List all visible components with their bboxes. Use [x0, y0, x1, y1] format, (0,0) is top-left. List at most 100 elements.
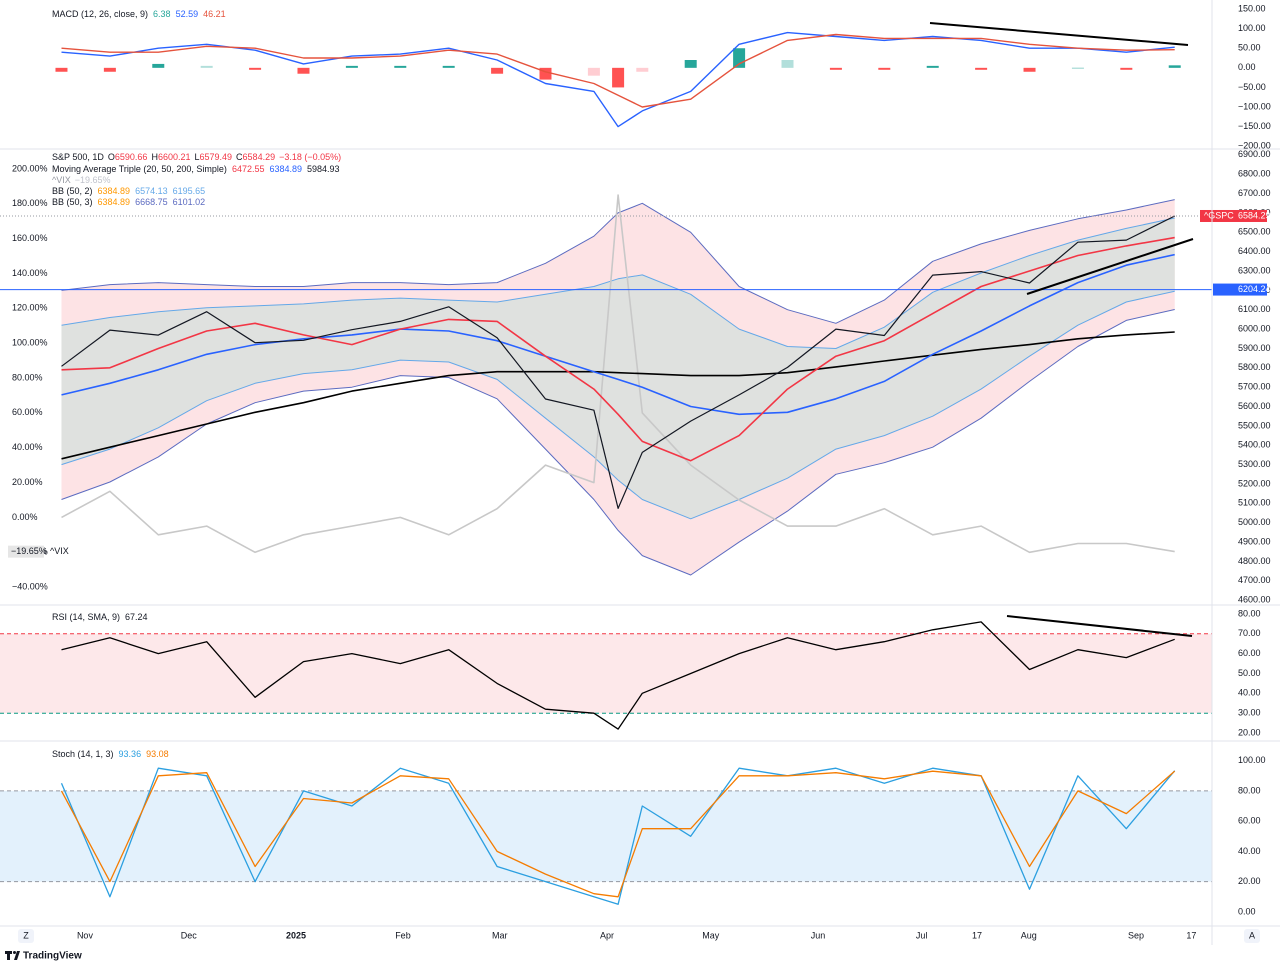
logo-part [13, 951, 16, 954]
legend-value: 6472.55 [232, 164, 265, 174]
y-tick-label: −100.00 [1238, 101, 1271, 111]
legend-title: RSI (14, SMA, 9) [52, 612, 120, 622]
legend-value: 5984.93 [307, 164, 340, 174]
legend-value: 6101.02 [173, 197, 206, 207]
x-tick-label: Feb [395, 930, 411, 940]
histogram-bar [975, 67, 988, 70]
y-tick-label: 70.00 [1238, 628, 1261, 638]
legend-value: 46.21 [203, 9, 226, 19]
legend-title: S&P 500, 1D [52, 152, 104, 162]
legend-value: 6384.89 [98, 186, 131, 196]
y2-tick-label: 40.00% [12, 442, 43, 452]
y2-tick-label: 80.00% [12, 372, 43, 382]
y-tick-label: 50.00 [1238, 43, 1261, 53]
y-tick-label: 4700.00 [1238, 575, 1271, 585]
trendline [1006, 615, 1193, 637]
y2-tick-label: 140.00% [12, 268, 48, 278]
y2-tick-label: 120.00% [12, 303, 48, 313]
y-tick-label: 6400.00 [1238, 246, 1271, 256]
legend-title: Moving Average Triple (20, 50, 200, Simp… [52, 164, 227, 174]
auto-button[interactable] [1244, 929, 1260, 943]
legend-value: 52.59 [176, 9, 199, 19]
x-tick-label: 2025 [286, 930, 306, 940]
histogram-bar [636, 67, 649, 72]
y2-tick-label: 200.00% [12, 163, 48, 173]
legend-change: −3.18 (−0.05%) [279, 152, 341, 162]
logo-part [14, 951, 20, 960]
legend-value: 6668.75 [135, 197, 168, 207]
y-tick-label: 6800.00 [1238, 169, 1271, 179]
trendline [1026, 238, 1194, 295]
histogram-bar [442, 65, 455, 68]
auto-label: A [1249, 930, 1255, 940]
brand-logo [5, 951, 20, 960]
histogram-bar [926, 65, 939, 68]
histogram-bar [733, 48, 746, 68]
y-tick-label: 5600.00 [1238, 401, 1271, 411]
legend-title: BB (50, 2) [52, 186, 93, 196]
price-tag-value: 6584.29 [1238, 210, 1271, 220]
histogram-bar [781, 60, 794, 68]
y-tick-label: 40.00 [1238, 846, 1261, 856]
y-tick-label: −200.00 [1238, 141, 1271, 151]
bollinger-line [61, 309, 1175, 576]
y-tick-label: 5900.00 [1238, 343, 1271, 353]
legend-key: O [108, 152, 115, 162]
legend-value: 6579.49 [200, 152, 233, 162]
bollinger-line [61, 290, 1175, 520]
histogram-bar [297, 67, 310, 74]
moving-average [61, 236, 1175, 462]
y-tick-label: 5800.00 [1238, 362, 1271, 372]
x-tick-label: Sep [1128, 930, 1144, 940]
histogram-bar [878, 67, 891, 70]
y-tick-label: 100.00 [1238, 23, 1266, 33]
y-tick-label: −150.00 [1238, 121, 1271, 131]
histogram-bar [587, 67, 600, 76]
y-tick-label: 6900.00 [1238, 149, 1271, 159]
y-tick-label: 5000.00 [1238, 517, 1271, 527]
trendline [929, 22, 1189, 46]
y-tick-label: 5500.00 [1238, 420, 1271, 430]
zoom-button[interactable] [18, 929, 34, 943]
x-tick-label: Jul [916, 930, 928, 940]
legend: Stoch (14, 1, 3) 93.36 93.08 [52, 749, 169, 759]
y-tick-label: 5400.00 [1238, 440, 1271, 450]
y-tick-label: 30.00 [1238, 708, 1261, 718]
x-tick-label: Jun [811, 930, 826, 940]
legend: S&P 500, 1D O6590.66 H6600.21 L6579.49 C6584… [52, 152, 341, 162]
histogram-bar [539, 67, 552, 80]
band-fill [0, 633, 1212, 714]
bollinger-line [61, 217, 1175, 349]
y-tick-label: 20.00 [1238, 727, 1261, 737]
histogram-bar [491, 67, 504, 74]
brand-name: TradingView [23, 951, 82, 962]
legend-value: 6584.29 [243, 152, 276, 162]
legend: BB (50, 3) 6384.89 6668.75 6101.02 [52, 197, 205, 207]
price-tag-label: 6204.24 [1238, 284, 1271, 294]
bollinger-fill [61, 217, 1175, 519]
legend-value: −19.65% [75, 175, 111, 185]
y2-tick-label: 0.00% [12, 512, 38, 522]
histogram-bar [612, 67, 625, 88]
y-tick-label: 0.00 [1238, 906, 1256, 916]
oscillator-line [60, 770, 1176, 898]
y-tick-label: 6500.00 [1238, 227, 1271, 237]
x-tick-label: Apr [600, 930, 614, 940]
histogram-bar [1120, 67, 1133, 70]
vix-tag [8, 545, 44, 558]
legend-value: 93.36 [119, 749, 142, 759]
logo-part [7, 951, 10, 960]
y-tick-label: 80.00 [1238, 785, 1261, 795]
legend: Moving Average Triple (20, 50, 200, Simp… [52, 164, 340, 174]
y-tick-label: 40.00 [1238, 688, 1261, 698]
y-tick-label: 6300.00 [1238, 265, 1271, 275]
y2-tick-label: 60.00% [12, 407, 43, 417]
bollinger-line [61, 199, 1175, 324]
legend-value: 6600.21 [158, 152, 191, 162]
legend: ^VIX −19.65% [52, 175, 111, 185]
y-tick-label: 6000.00 [1238, 323, 1271, 333]
y-tick-label: 100.00 [1238, 755, 1266, 765]
histogram-bar [249, 67, 262, 70]
vix-tag-value: −19.65% [11, 546, 47, 556]
histogram-bar [103, 67, 116, 72]
